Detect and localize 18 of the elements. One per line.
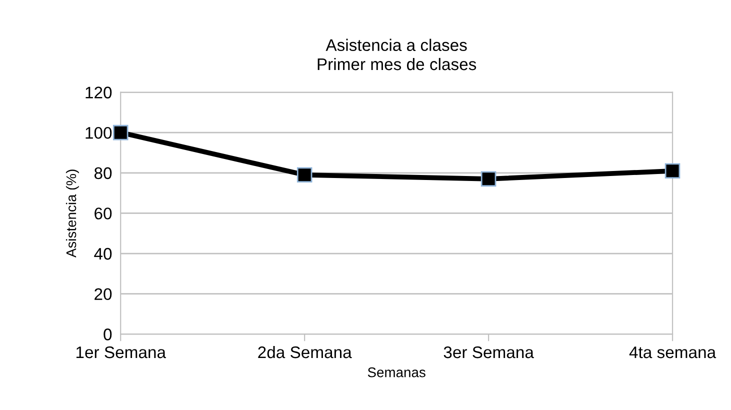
point bbox=[296, 167, 312, 183]
y-tick-label: 100 bbox=[86, 126, 112, 139]
x-tick-label: 4ta semana bbox=[629, 346, 716, 358]
point bbox=[480, 171, 496, 187]
point bbox=[112, 124, 128, 140]
y-axis-title: Asistencia (%) bbox=[66, 170, 79, 258]
y-tick-label: 120 bbox=[86, 86, 112, 98]
point bbox=[664, 163, 680, 179]
y-tick-label: 0 bbox=[104, 328, 112, 340]
x-tick-label: 3er Semana bbox=[444, 346, 534, 358]
x-tick-label: 1er Semana bbox=[76, 346, 166, 358]
y-tick-label: 60 bbox=[94, 208, 112, 220]
y-tick-label: 80 bbox=[94, 167, 112, 180]
chart-title: Asistencia a clases Primer mes de clases bbox=[318, 38, 476, 70]
y-tick-label: 40 bbox=[94, 248, 112, 260]
y-tick-label: 20 bbox=[94, 288, 112, 300]
x-axis-title: Semanas bbox=[368, 367, 426, 378]
x-tick-label: 2da Semana bbox=[258, 346, 352, 358]
